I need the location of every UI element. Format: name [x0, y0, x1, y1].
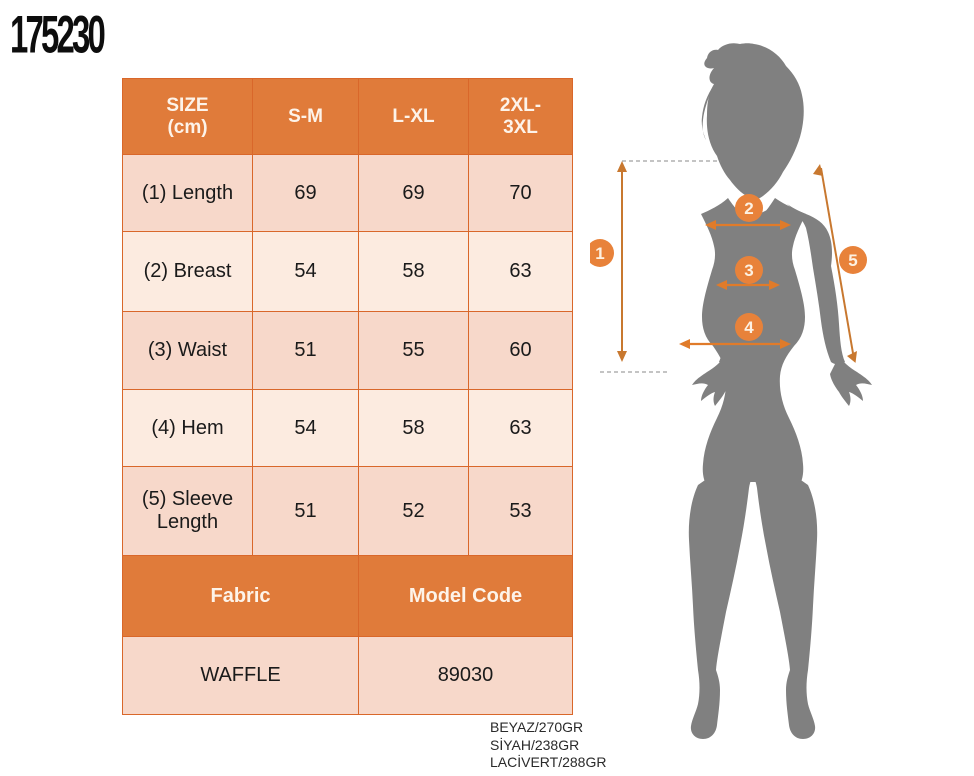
svg-text:2: 2: [744, 199, 753, 218]
svg-text:1: 1: [595, 244, 604, 263]
svg-text:5: 5: [848, 251, 857, 270]
svg-text:3: 3: [744, 261, 753, 280]
svg-text:4: 4: [744, 318, 754, 337]
